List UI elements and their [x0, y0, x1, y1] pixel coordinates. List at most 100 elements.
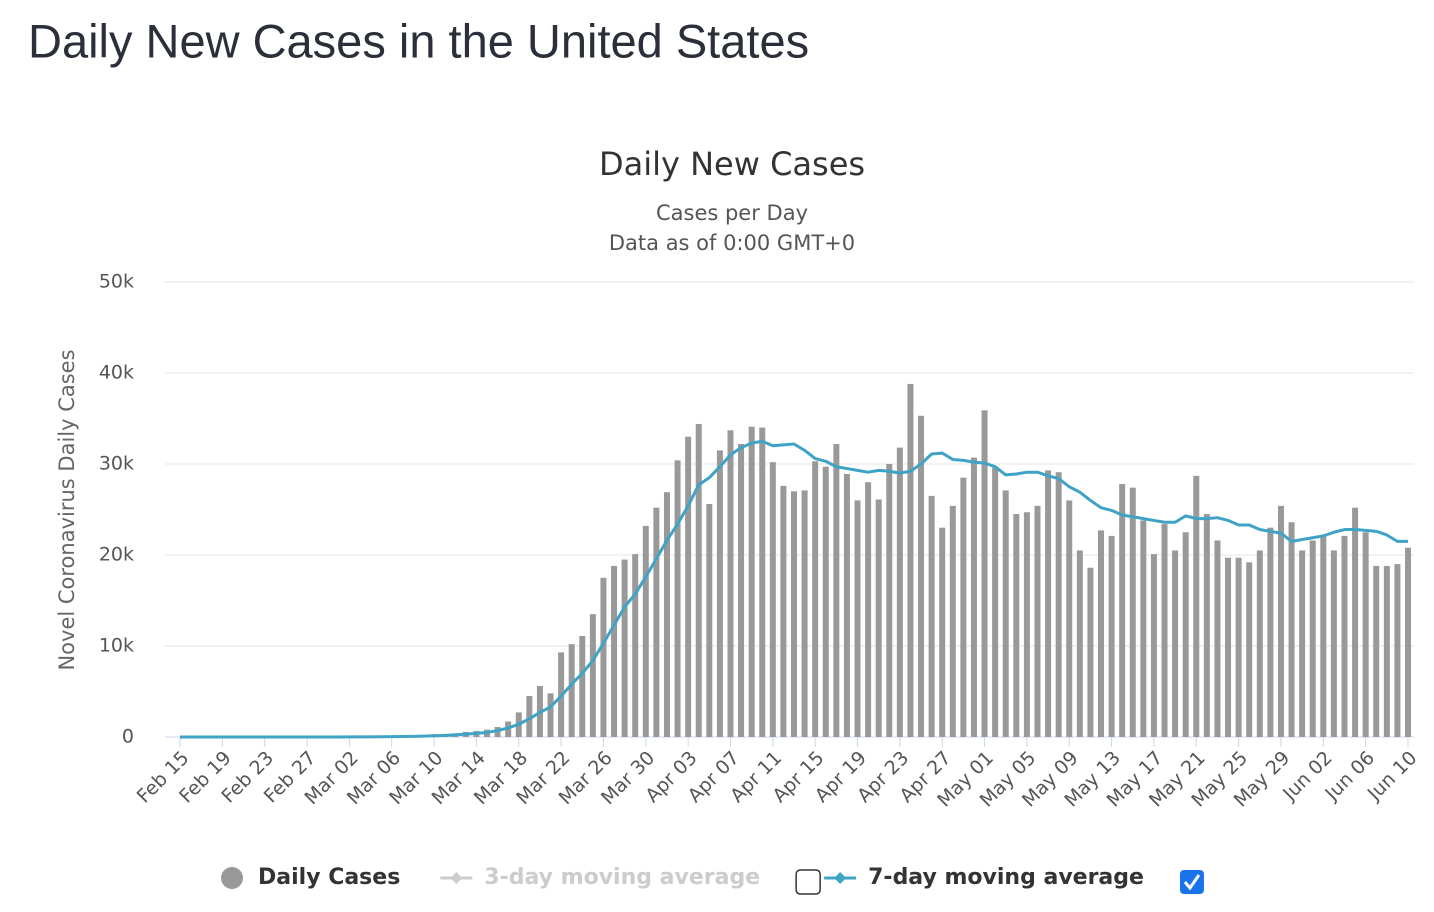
bar	[1087, 568, 1093, 737]
bar	[1130, 488, 1136, 737]
y-tick-label: 0	[122, 726, 134, 748]
legend-symbol	[221, 867, 243, 889]
chart-subtitle: Cases per Day	[656, 201, 808, 225]
bar	[886, 464, 892, 737]
bar	[749, 427, 755, 737]
bar	[1077, 550, 1083, 737]
bar	[1193, 476, 1199, 737]
bar	[632, 554, 638, 737]
bar	[1341, 536, 1347, 737]
bar	[897, 448, 903, 737]
y-tick-label: 20k	[99, 544, 134, 566]
bar	[1056, 472, 1062, 737]
bar	[1024, 512, 1030, 737]
legend-label[interactable]: 3-day moving average	[484, 865, 760, 890]
chart-title: Daily New Cases	[599, 145, 865, 183]
y-tick-label: 30k	[99, 453, 134, 475]
bar	[1257, 550, 1263, 737]
bar	[738, 444, 744, 737]
bar	[770, 462, 776, 737]
bar	[1066, 500, 1072, 737]
bar	[611, 566, 617, 737]
bar	[643, 526, 649, 737]
checkbox[interactable]	[1180, 870, 1204, 894]
bar	[1151, 554, 1157, 737]
bar	[1045, 470, 1051, 737]
bar	[960, 478, 966, 737]
bar	[664, 492, 670, 737]
legend-symbol	[834, 872, 846, 884]
bar	[1384, 566, 1390, 737]
bar	[1394, 564, 1400, 737]
y-tick-label: 50k	[99, 271, 134, 293]
bar	[727, 430, 733, 737]
bar	[823, 467, 829, 737]
bar	[600, 578, 606, 737]
legend-label[interactable]: 7-day moving average	[868, 865, 1144, 890]
bar	[780, 486, 786, 737]
bar	[1140, 520, 1146, 737]
y-tick-label: 40k	[99, 362, 134, 384]
bar	[1331, 550, 1337, 737]
bar	[696, 424, 702, 737]
bar	[950, 506, 956, 737]
bar	[791, 491, 797, 737]
bar	[907, 384, 913, 737]
bar	[971, 458, 977, 737]
bar	[759, 428, 765, 737]
bar	[717, 450, 723, 737]
bar	[1119, 484, 1125, 737]
bar	[855, 500, 861, 737]
page-title: Daily New Cases in the United States	[28, 14, 809, 67]
bar	[876, 499, 882, 737]
bar	[1267, 528, 1273, 737]
bar	[833, 444, 839, 737]
bar	[1204, 514, 1210, 737]
checkbox[interactable]	[796, 870, 820, 894]
bar	[929, 496, 935, 737]
legend-label[interactable]: Daily Cases	[258, 865, 400, 890]
bar	[1214, 540, 1220, 737]
bar	[1289, 522, 1295, 737]
bar	[1278, 506, 1284, 737]
bar	[1225, 558, 1231, 737]
bar	[579, 636, 585, 737]
bar	[1013, 514, 1019, 737]
bar	[1098, 530, 1104, 737]
bar	[1034, 506, 1040, 737]
bar	[685, 437, 691, 737]
bar	[1310, 540, 1316, 737]
bar	[590, 614, 596, 737]
bar	[622, 560, 628, 737]
bar	[1109, 536, 1115, 737]
bar	[992, 468, 998, 737]
bar	[1003, 490, 1009, 737]
bar	[1172, 550, 1178, 737]
bar	[1363, 532, 1369, 737]
bar	[653, 508, 659, 737]
bar	[1236, 558, 1242, 737]
y-tick-label: 10k	[99, 635, 134, 657]
bar	[939, 528, 945, 737]
bar	[1299, 550, 1305, 737]
bar	[1405, 548, 1411, 737]
bar	[1320, 536, 1326, 737]
bar	[548, 693, 554, 737]
y-axis-title: Novel Coronavirus Daily Cases	[55, 349, 79, 670]
bar	[1183, 532, 1189, 737]
chart-subtitle: Data as of 0:00 GMT+0	[609, 231, 855, 255]
bar	[844, 474, 850, 737]
bar	[706, 504, 712, 737]
bar	[802, 490, 808, 737]
bar	[1162, 524, 1168, 737]
bar	[812, 461, 818, 737]
bar	[982, 410, 988, 737]
bar	[1373, 566, 1379, 737]
bar	[1352, 508, 1358, 737]
bar	[675, 460, 681, 737]
bar	[1246, 562, 1252, 737]
bar	[865, 482, 871, 737]
bar	[569, 644, 575, 737]
